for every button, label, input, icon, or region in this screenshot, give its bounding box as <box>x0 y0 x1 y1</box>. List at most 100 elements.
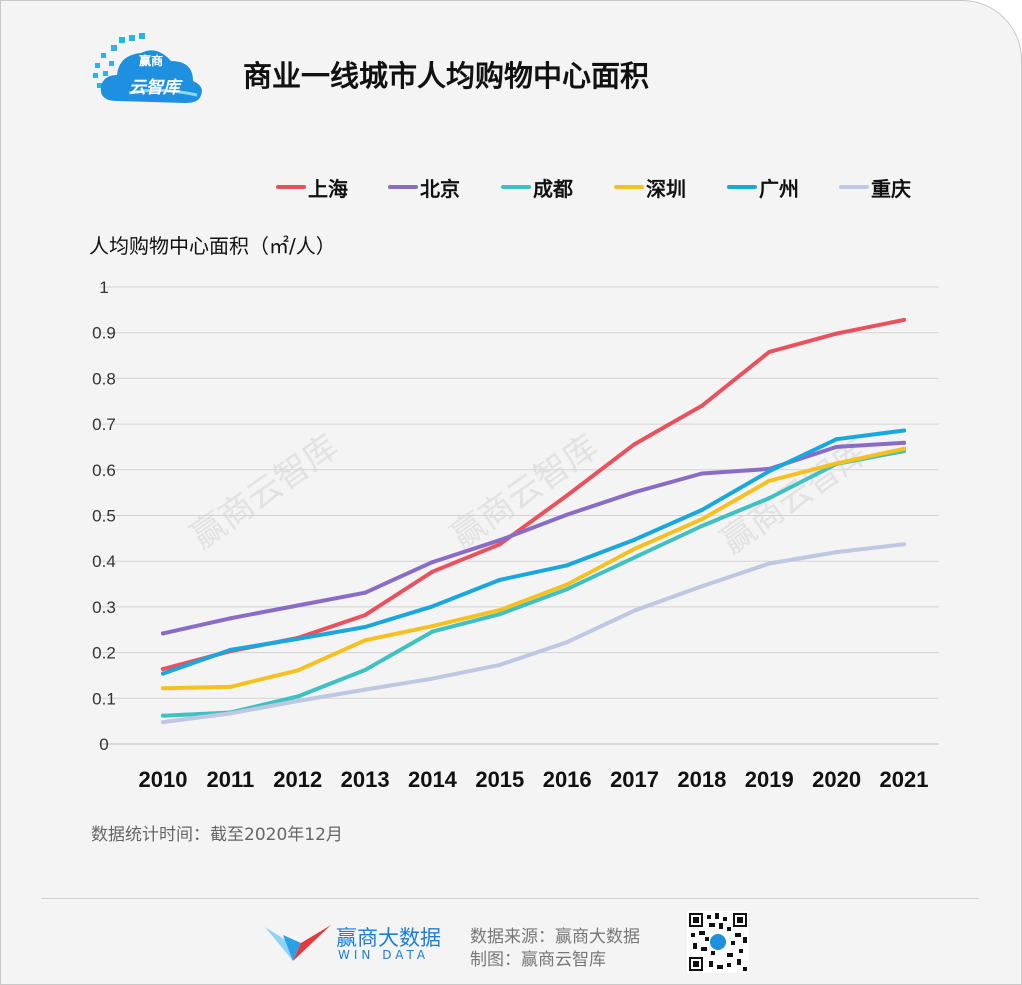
data-point <box>699 403 704 408</box>
data-point <box>902 542 906 547</box>
data-point <box>161 686 165 691</box>
data-point <box>632 490 637 495</box>
y-tick-label: 0 <box>99 735 108 754</box>
data-point <box>902 446 906 451</box>
series-line-3 <box>161 446 906 691</box>
y-axis-label: 人均购物中心面积（㎡/人） <box>89 234 336 258</box>
series-line-2 <box>161 449 906 718</box>
data-point <box>565 512 570 517</box>
chart-legend: 上海 北京 成都 深圳 广州 重庆 <box>276 173 976 201</box>
data-point <box>834 444 839 449</box>
line-chart: 赢商云智库 赢商云智库 赢商云智库00.10.20.30.40.50.60.70.8… <box>92 278 939 792</box>
x-tick-label: 2015 <box>475 767 524 792</box>
data-point <box>161 713 165 718</box>
legend-swatch <box>727 185 757 189</box>
brand-name-cn: 赢商大数据 <box>336 926 441 950</box>
data-point <box>767 561 772 566</box>
data-point <box>565 582 570 587</box>
data-point <box>161 631 165 636</box>
x-tick-label: 2017 <box>610 767 659 792</box>
x-tick-label: 2016 <box>543 767 592 792</box>
data-point <box>228 711 233 716</box>
data-point <box>295 699 300 704</box>
y-tick-label: 0.4 <box>92 552 116 571</box>
legend-label: 上海 <box>308 177 348 201</box>
data-point <box>565 587 570 592</box>
data-point <box>699 508 704 513</box>
y-tick-label: 0.1 <box>92 689 116 708</box>
data-point <box>767 478 772 483</box>
data-point <box>632 555 637 560</box>
data-point <box>834 461 839 466</box>
data-point <box>363 667 368 672</box>
x-tick-label: 2010 <box>139 767 188 792</box>
data-point <box>430 569 435 574</box>
data-point <box>497 612 502 617</box>
x-tick-label: 2018 <box>677 767 726 792</box>
data-point <box>834 331 839 336</box>
legend-swatch <box>276 185 306 189</box>
data-point <box>565 493 570 498</box>
data-point <box>767 349 772 354</box>
data-point <box>161 671 165 676</box>
data-point <box>902 428 906 433</box>
data-point <box>632 546 637 551</box>
data-point <box>497 577 502 582</box>
y-tick-label: 0.8 <box>92 369 116 388</box>
y-tick-label: 0.6 <box>92 461 116 480</box>
legend-swatch <box>614 185 644 189</box>
y-tick-label: 0.3 <box>92 598 116 617</box>
data-point <box>902 317 906 322</box>
y-tick-label: 0.9 <box>92 324 116 343</box>
legend-label: 广州 <box>759 177 799 201</box>
data-point <box>295 694 300 699</box>
legend-swatch <box>839 185 869 189</box>
data-point <box>767 469 772 474</box>
cloud-logo-icon <box>93 33 202 103</box>
brand-name-en: WIN DATA <box>338 948 430 962</box>
win-data-logo-icon <box>265 925 331 961</box>
data-point <box>767 496 772 501</box>
page-title: 商业一线城市人均购物中心面积 <box>243 59 650 93</box>
data-point <box>699 471 704 476</box>
data-point <box>363 590 368 595</box>
data-point <box>497 542 502 547</box>
data-point <box>430 676 435 681</box>
data-point <box>497 538 502 543</box>
legend-swatch <box>388 185 418 189</box>
data-source: 数据来源：赢商大数据 <box>470 927 640 947</box>
y-tick-label: 0.2 <box>92 644 116 663</box>
data-point <box>295 603 300 608</box>
data-point <box>363 687 368 692</box>
data-point <box>632 608 637 613</box>
data-point <box>565 640 570 645</box>
data-point <box>161 720 165 725</box>
data-point <box>497 608 502 613</box>
data-point <box>228 647 233 652</box>
data-point <box>834 550 839 555</box>
x-tick-label: 2011 <box>206 767 254 792</box>
x-tick-label: 2012 <box>273 767 322 792</box>
chart-credit: 制图：赢商云智库 <box>470 950 606 970</box>
legend-label: 北京 <box>420 177 460 201</box>
stat-time-note: 数据统计时间：截至2020年12月 <box>91 825 343 845</box>
data-point <box>228 684 233 689</box>
x-tick-label: 2020 <box>812 767 861 792</box>
data-point <box>834 437 839 442</box>
data-point <box>363 613 368 618</box>
footer-divider <box>41 898 979 899</box>
data-point <box>228 616 233 621</box>
data-point <box>161 667 165 672</box>
data-point <box>295 668 300 673</box>
legend-label: 重庆 <box>871 177 911 201</box>
x-tick-label: 2013 <box>341 767 390 792</box>
legend-swatch <box>501 185 531 189</box>
logo-text-top: 赢商 <box>139 54 164 68</box>
data-point <box>565 563 570 568</box>
data-point <box>699 517 704 522</box>
x-tick-label: 2014 <box>408 767 458 792</box>
logo-text-bottom: 云智库 <box>129 78 180 98</box>
series-line-4 <box>161 428 906 676</box>
y-tick-label: 0.5 <box>92 507 116 526</box>
